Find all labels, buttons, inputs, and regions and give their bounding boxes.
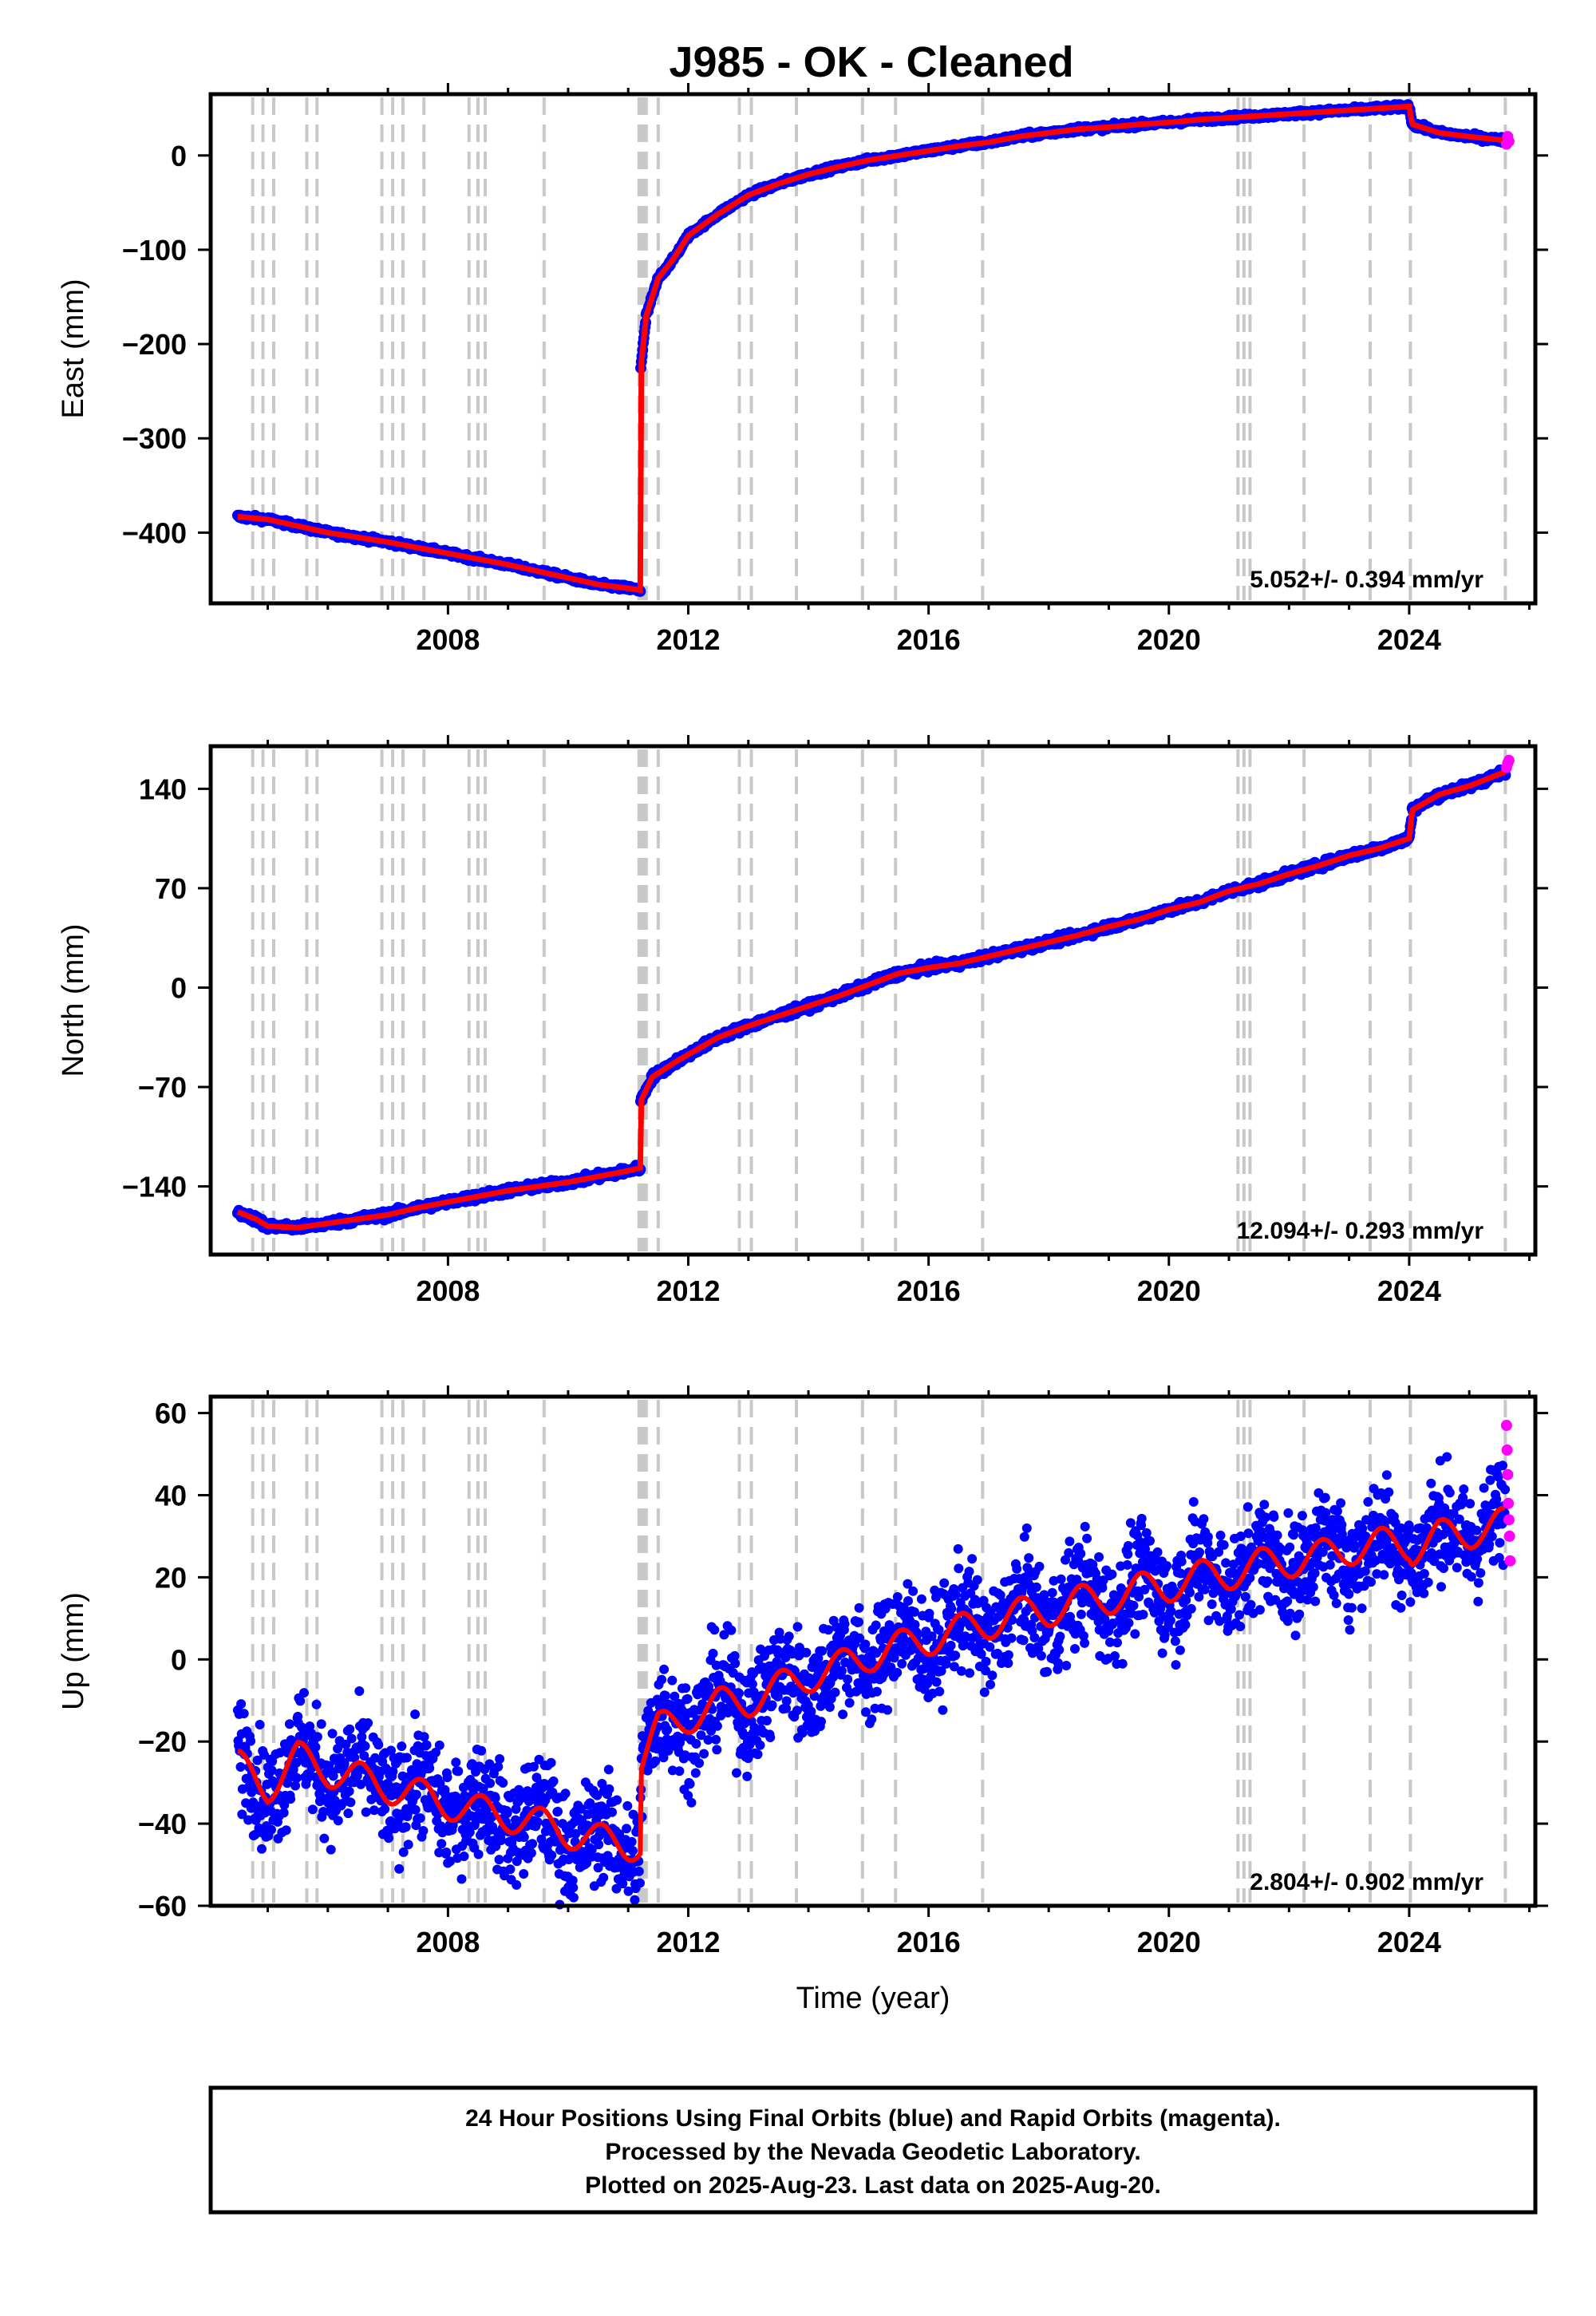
x-tick-label: 2016: [897, 1275, 961, 1307]
data-point: [299, 1688, 309, 1698]
rapid-orbit-point: [1503, 754, 1515, 766]
data-point: [401, 1753, 412, 1763]
y-tick-label: −100: [122, 234, 187, 267]
data-point: [437, 1839, 447, 1849]
data-point: [246, 1736, 256, 1746]
data-point: [255, 1720, 265, 1729]
data-point: [419, 1732, 429, 1742]
x-tick-label: 2024: [1377, 623, 1441, 656]
model-fit-line: [237, 103, 1506, 594]
data-point: [344, 1786, 354, 1796]
data-point: [401, 1822, 411, 1832]
x-tick-label: 2016: [897, 623, 961, 656]
data-point: [312, 1732, 322, 1742]
y-tick-label: 140: [139, 773, 187, 805]
y-tick-label: 0: [171, 971, 187, 1004]
data-point: [397, 1741, 407, 1752]
x-tick-label: 2020: [1137, 1275, 1201, 1307]
data-point: [343, 1808, 354, 1819]
data-point: [434, 1740, 444, 1750]
data-point: [485, 1778, 496, 1788]
data-point: [326, 1844, 336, 1855]
y-axis-label: East (mm): [57, 279, 90, 418]
data-point: [410, 1804, 421, 1815]
data-point: [361, 1807, 371, 1817]
data-point: [403, 1840, 413, 1850]
data-point: [363, 1718, 373, 1728]
data-point: [295, 1696, 306, 1706]
data-point: [354, 1686, 365, 1696]
y-tick-label: −300: [122, 422, 187, 455]
data-point: [421, 1740, 432, 1750]
panel-north: 2008 2012 2016 2020 2024 140 70 0 −70 −140 North (…: [57, 735, 1548, 1307]
data-point: [384, 1833, 393, 1844]
rapid-orbit-point: [1503, 136, 1515, 148]
x-tick-label: 2012: [656, 623, 720, 656]
data-point: [373, 1740, 384, 1750]
data-point: [473, 1849, 484, 1860]
x-tick-label: 2008: [416, 1275, 480, 1307]
panel-east: 2008 2012 2016 2020 2024 0 −100 −200 −300 −400 Eas…: [57, 83, 1548, 656]
x-tick-label: 2020: [1137, 623, 1201, 656]
y-tick-label: −200: [122, 328, 187, 361]
x-tick-label: 2008: [416, 623, 480, 656]
data-point: [319, 1833, 330, 1844]
data-point: [345, 1724, 355, 1734]
data-point: [425, 1763, 435, 1773]
data-point: [281, 1825, 291, 1836]
data-point: [239, 1709, 249, 1719]
data-point: [411, 1789, 421, 1800]
data-point: [316, 1719, 326, 1729]
panels: 2008 2012 2016 2020 2024 0 −100 −200 −300 −400 Eas…: [57, 83, 1548, 2015]
data-point: [327, 1729, 338, 1739]
y-tick-label: 0: [171, 140, 187, 172]
y-tick-label: −70: [138, 1071, 187, 1104]
x-tick-label: 2012: [656, 1275, 720, 1307]
data-point: [476, 1745, 487, 1756]
data-point: [286, 1794, 296, 1804]
data-point: [442, 1773, 452, 1783]
data-point: [267, 1824, 276, 1835]
data-point: [310, 1742, 321, 1753]
data-point: [292, 1773, 302, 1783]
data-point: [257, 1844, 267, 1854]
x-tick-label: 2024: [1377, 1275, 1441, 1307]
data-point: [235, 1762, 246, 1772]
data-point: [311, 1699, 322, 1709]
data-point: [333, 1816, 343, 1826]
data-point: [441, 1848, 452, 1857]
data-point: [415, 1813, 425, 1824]
plot-frame: [208, 92, 1538, 606]
chart-title: J985 - OK - Cleaned: [669, 38, 1073, 86]
y-tick-label: −140: [122, 1171, 187, 1203]
y-axis-label: North (mm): [57, 923, 90, 1077]
y-tick-label: 70: [155, 872, 187, 905]
velocity-label: 12.094+/- 0.293 mm/yr: [1237, 1218, 1484, 1244]
data-point: [236, 1699, 247, 1709]
data-point: [394, 1863, 405, 1874]
data-point: [459, 1852, 469, 1861]
data-point: [456, 1874, 467, 1884]
data-point: [346, 1733, 357, 1744]
data-point: [418, 1826, 429, 1836]
y-tick-label: −400: [122, 516, 187, 549]
data-point: [284, 1719, 294, 1729]
data-point: [346, 1797, 356, 1808]
data-point: [380, 1804, 390, 1814]
data-point: [451, 1757, 461, 1768]
data-point: [307, 1804, 318, 1815]
data-point: [410, 1709, 421, 1719]
data-point: [360, 1741, 370, 1751]
velocity-label: 5.052+/- 0.394 mm/yr: [1250, 567, 1483, 593]
data-point: [453, 1766, 464, 1777]
